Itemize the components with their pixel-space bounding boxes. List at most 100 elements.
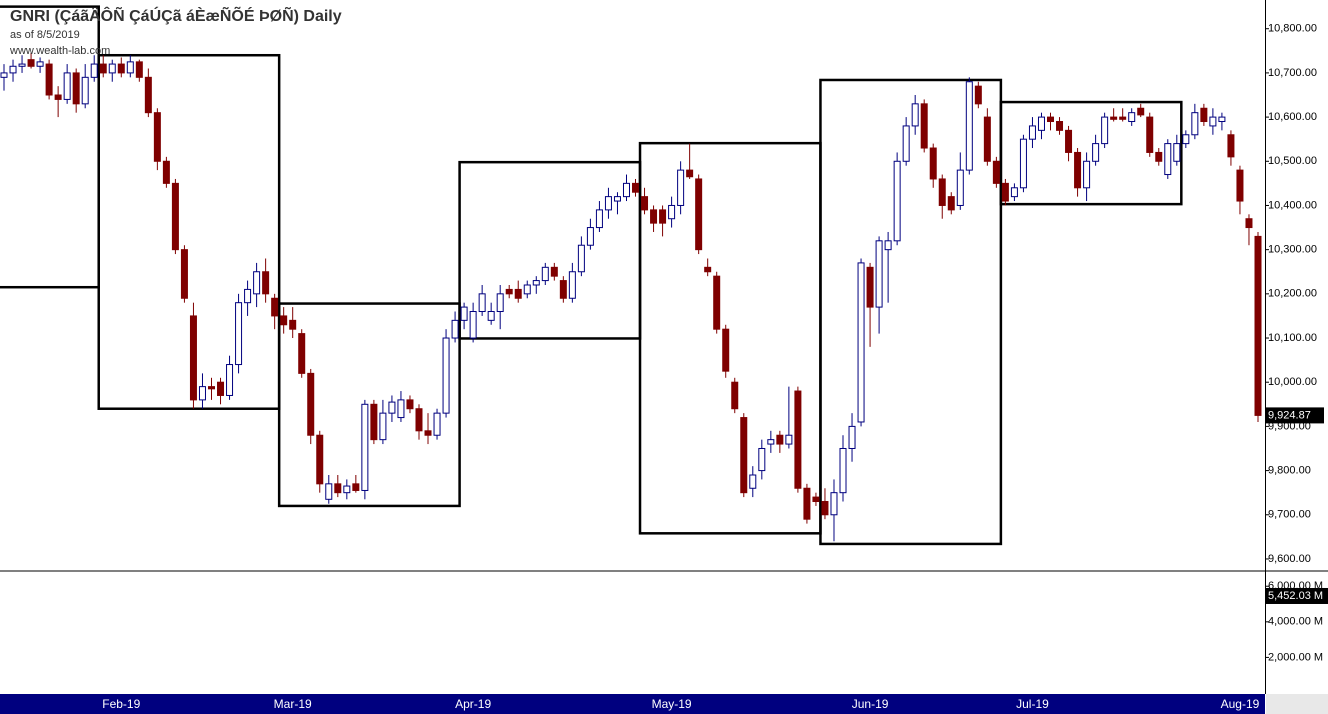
candle-body (920, 103, 928, 149)
candle-body (406, 399, 414, 410)
candle-body (749, 474, 757, 489)
candle-body (478, 293, 486, 313)
candle-body (830, 492, 838, 516)
candle-body (1236, 169, 1244, 202)
candle-body (27, 59, 35, 67)
candle-body (758, 447, 766, 472)
candle-body (487, 311, 495, 321)
candle-body (1001, 182, 1009, 202)
candle-body (803, 487, 811, 520)
candle-body (280, 315, 288, 326)
candle-body (460, 306, 468, 321)
candle-body (785, 434, 793, 445)
candle-body (1191, 112, 1199, 136)
x-tick-label: Jun-19 (852, 697, 889, 711)
y-tick-label: 10,600.00 (1268, 111, 1317, 123)
candle-body (559, 280, 567, 299)
candle-body (1254, 235, 1262, 416)
candle-body (1047, 116, 1055, 123)
candle-body (1137, 107, 1145, 116)
candle-body (622, 182, 630, 198)
candle-body (18, 63, 26, 67)
candle-body (135, 61, 143, 78)
y-tick-label: 9,600.00 (1268, 553, 1311, 565)
subtitle: as of 8/5/2019 (10, 29, 80, 41)
y-tick-label: 10,100.00 (1268, 332, 1317, 344)
candle-body (695, 178, 703, 251)
candle-body (307, 372, 315, 436)
candle-body (9, 65, 17, 74)
candle-body (298, 333, 306, 374)
candle-body (731, 381, 739, 410)
range-box (819, 78, 1003, 546)
candle-body (866, 266, 874, 308)
candle-body (586, 227, 594, 246)
candle-body (117, 63, 125, 74)
candle-body (505, 288, 513, 295)
candle-body (974, 85, 982, 105)
candle-body (821, 501, 829, 516)
candle-body (1074, 151, 1082, 189)
candle-body (956, 169, 964, 206)
candle-body (316, 434, 324, 485)
candle-body (343, 485, 351, 494)
candle-body (126, 61, 134, 74)
candle-body (289, 319, 297, 330)
candle-body (704, 266, 712, 273)
price-pane (0, 5, 1262, 546)
last-volume-label: 5,452.03 M (1268, 590, 1323, 602)
candle-body (45, 63, 53, 96)
candle-body (893, 160, 901, 242)
candle-body (253, 271, 261, 295)
candle-body (451, 319, 459, 339)
candle-body (1227, 134, 1235, 158)
candle-body (244, 288, 252, 304)
candle-body (713, 275, 721, 330)
y-tick-label: 10,300.00 (1268, 244, 1317, 256)
y-tick-label: 10,700.00 (1268, 67, 1317, 79)
y-tick-label: 9,700.00 (1268, 509, 1311, 521)
candle-body (235, 302, 243, 366)
candle-body (469, 311, 477, 339)
candle-body (686, 169, 694, 178)
candle-body (550, 266, 558, 277)
candle-body (1110, 116, 1118, 120)
candle-body (523, 284, 531, 295)
candle-body (1101, 116, 1109, 145)
candle-body (1128, 112, 1136, 123)
candle-body (352, 483, 360, 491)
volume-y-tick-label: 4,000.00 M (1268, 616, 1323, 628)
candle-body (604, 196, 612, 211)
candle-body (72, 72, 80, 105)
y-tick-label: 10,500.00 (1268, 155, 1317, 167)
candle-body (641, 196, 649, 211)
candle-body (153, 112, 161, 162)
candle-body (568, 271, 576, 299)
candle-body (1092, 143, 1100, 162)
x-tick-label: Apr-19 (455, 697, 491, 711)
candle-body (162, 160, 170, 184)
candle-body (1164, 143, 1172, 176)
candle-body (911, 103, 919, 127)
candle-body (1155, 151, 1163, 162)
candle-body (514, 288, 522, 299)
range-box (999, 100, 1183, 206)
candle-body (217, 381, 225, 396)
candle-body (839, 447, 847, 494)
candle-body (81, 76, 89, 105)
candle-body (189, 315, 197, 401)
x-tick-label: May-19 (652, 697, 692, 711)
candle-body (595, 209, 603, 229)
candle-body (812, 496, 820, 503)
candle-body (433, 412, 441, 436)
source: www.wealth-lab.com (9, 45, 110, 57)
candle-body (1056, 121, 1064, 131)
candle-body (1173, 143, 1181, 162)
candle-body (848, 425, 856, 449)
candle-body (1065, 129, 1073, 153)
candle-body (1010, 187, 1018, 198)
candle-body (532, 280, 540, 286)
candle-body (677, 169, 685, 206)
candle-body (884, 240, 892, 251)
